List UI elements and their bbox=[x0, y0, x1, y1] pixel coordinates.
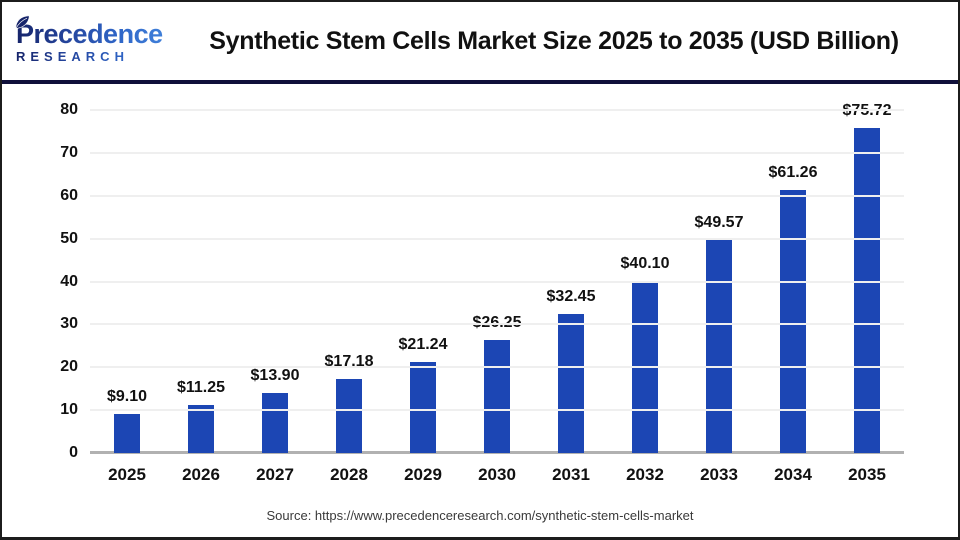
bar-column-2033: $49.57 2033 bbox=[682, 110, 756, 484]
bar-column-2030: $26.25 2030 bbox=[460, 110, 534, 484]
value-label-2034: $61.26 bbox=[768, 164, 818, 182]
value-label-2032: $40.10 bbox=[620, 255, 670, 273]
x-tick-2034: 2034 bbox=[774, 465, 812, 484]
value-label-2035: $75.72 bbox=[843, 102, 892, 120]
y-tick-80: 80 bbox=[60, 101, 78, 118]
y-tick-50: 50 bbox=[60, 229, 78, 247]
bar-column-2026: $11.25 2026 bbox=[164, 110, 238, 484]
gridline-20 bbox=[90, 366, 904, 369]
y-tick-40: 40 bbox=[60, 272, 78, 290]
header: Precedence RESEARCH Synthetic Stem Cells… bbox=[2, 2, 958, 80]
y-tick-30: 30 bbox=[60, 315, 78, 333]
bar-2029 bbox=[410, 361, 436, 453]
x-tick-2029: 2029 bbox=[404, 465, 442, 484]
gridline-40 bbox=[90, 280, 904, 283]
y-tick-10: 10 bbox=[60, 401, 78, 419]
value-label-2029: $21.24 bbox=[398, 335, 448, 353]
value-label-2025: $9.10 bbox=[106, 387, 148, 405]
y-tick-0: 0 bbox=[69, 444, 78, 461]
value-label-2028: $17.18 bbox=[324, 353, 374, 371]
x-tick-2025: 2025 bbox=[108, 465, 146, 484]
gridline-30 bbox=[90, 323, 904, 326]
value-label-2026: $11.25 bbox=[176, 378, 226, 396]
chart-section: $9.10 2025 $11.25 2026 $13.90 2027 $17.18 2028 $… bbox=[2, 84, 958, 533]
value-label-2030: $26.25 bbox=[473, 314, 522, 332]
bar-column-2029: $21.24 2029 bbox=[386, 110, 460, 484]
x-tick-2032: 2032 bbox=[626, 465, 664, 484]
logo-subtitle: RESEARCH bbox=[16, 49, 129, 65]
y-tick-70: 70 bbox=[60, 143, 78, 161]
x-tick-2033: 2033 bbox=[700, 465, 738, 484]
x-tick-2026: 2026 bbox=[182, 465, 220, 484]
gridline-80 bbox=[90, 109, 904, 111]
gridline-60 bbox=[90, 194, 904, 197]
value-label-2033: $49.57 bbox=[694, 214, 744, 232]
value-label-2027: $13.90 bbox=[250, 367, 300, 385]
y-tick-20: 20 bbox=[60, 358, 78, 376]
header-divider bbox=[2, 80, 958, 84]
bar-column-2025: $9.10 2025 bbox=[90, 110, 164, 484]
value-label-2031: $32.45 bbox=[546, 287, 596, 305]
y-tick-60: 60 bbox=[60, 186, 78, 204]
gridline-50 bbox=[90, 237, 904, 240]
x-tick-2031: 2031 bbox=[552, 465, 590, 484]
x-tick-2030: 2030 bbox=[478, 465, 516, 484]
x-tick-2035: 2035 bbox=[848, 465, 886, 484]
bar-2034 bbox=[780, 190, 806, 453]
bar-2026 bbox=[188, 404, 214, 453]
gridline-10 bbox=[90, 409, 904, 412]
precedence-research-logo: Precedence RESEARCH bbox=[15, 15, 176, 66]
bar-column-2027: $13.90 2027 bbox=[238, 110, 312, 484]
bar-2031 bbox=[558, 313, 584, 453]
logo-wordmark: Precedence bbox=[16, 18, 163, 49]
bar-2027 bbox=[262, 393, 288, 453]
bar-2030 bbox=[484, 340, 510, 453]
bar-2033 bbox=[706, 240, 732, 453]
bar-2035 bbox=[854, 128, 880, 453]
bar-2028 bbox=[336, 379, 362, 453]
bar-column-2028: $17.18 2028 bbox=[312, 110, 386, 484]
gridline-70 bbox=[90, 151, 904, 154]
x-tick-2028: 2028 bbox=[330, 465, 368, 484]
plot-area: $9.10 2025 $11.25 2026 $13.90 2027 $17.18 2028 $… bbox=[60, 101, 904, 484]
x-tick-2027: 2027 bbox=[256, 465, 294, 484]
bar-2025 bbox=[114, 413, 140, 453]
page-title: Synthetic Stem Cells Market Size 2025 to… bbox=[209, 26, 899, 55]
source-note: Source: https://www.precedenceresearch.c… bbox=[266, 508, 694, 523]
bar-column-2031: $32.45 2031 bbox=[534, 110, 608, 484]
